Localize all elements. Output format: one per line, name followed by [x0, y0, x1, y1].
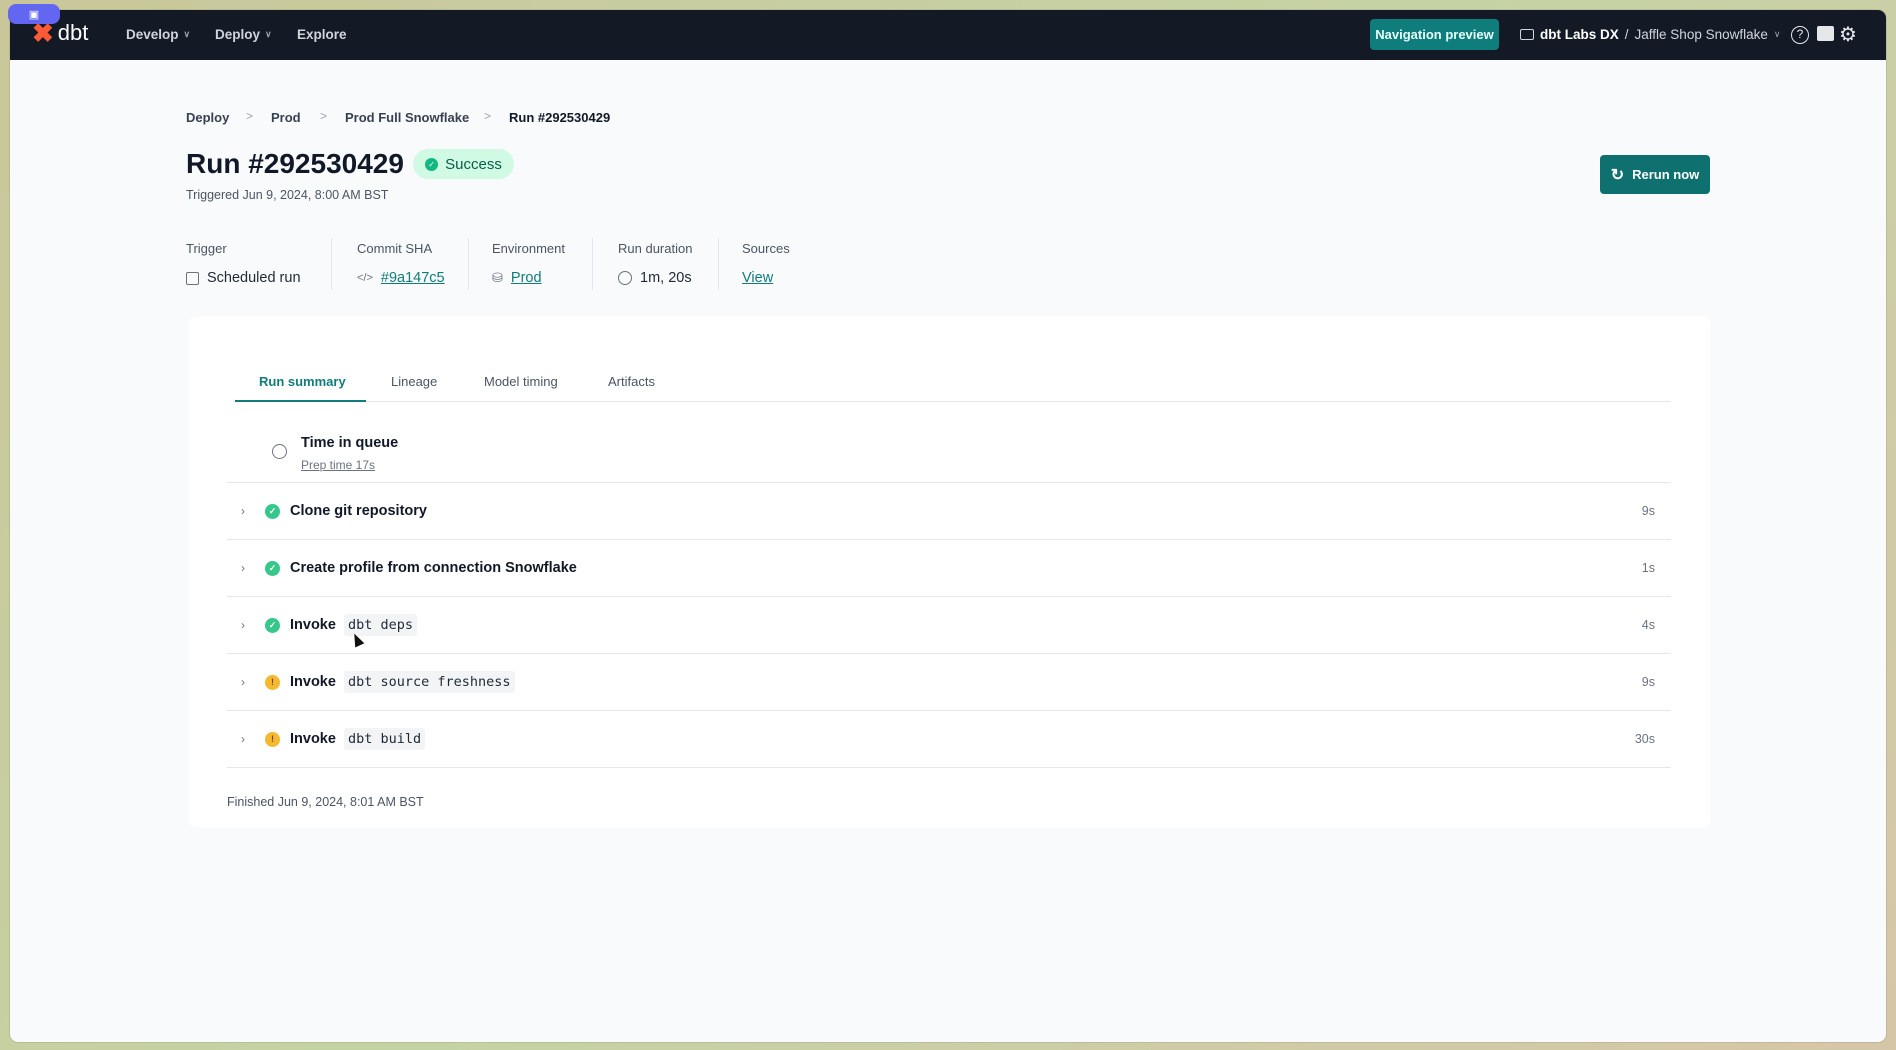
breadcrumb-job[interactable]: Prod Full Snowflake — [345, 110, 470, 125]
nav-deploy[interactable]: Deploy ∨ — [215, 27, 272, 42]
nav-explore[interactable]: Explore — [297, 27, 347, 42]
dbt-logo[interactable]: ✖ dbt — [32, 18, 89, 48]
triggered-time: Triggered Jun 9, 2024, 8:00 AM BST — [186, 188, 389, 202]
chevron-right-icon[interactable]: › — [241, 561, 245, 575]
refresh-icon: ↻ — [1610, 166, 1625, 184]
divider — [468, 238, 469, 290]
breadcrumb-separator: > — [246, 109, 254, 123]
run-summary-card: Run summary Lineage Model timing Artifac… — [189, 317, 1710, 827]
divider — [718, 238, 719, 290]
tab-lineage[interactable]: Lineage — [391, 374, 438, 389]
breadcrumb-separator: > — [484, 109, 492, 123]
tab-bar: Run summary Lineage Model timing Artifac… — [235, 369, 1671, 402]
finished-time: Finished Jun 9, 2024, 8:01 AM BST — [227, 795, 424, 809]
calendar-icon — [186, 271, 199, 285]
rerun-now-button[interactable]: ↻ Rerun now — [1600, 155, 1710, 194]
step-row[interactable]: › ! Invoke dbt build 30s — [227, 711, 1671, 768]
step-row[interactable]: › ✓ Clone git repository 9s — [227, 483, 1671, 540]
chevron-right-icon[interactable]: › — [241, 732, 245, 746]
dbt-logo-icon: ✖ — [32, 18, 54, 48]
top-nav: ✖ dbt Develop ∨ Deploy ∨ Explore Navigatio… — [10, 10, 1886, 60]
active-tab-indicator — [235, 400, 366, 402]
warning-icon: ! — [265, 731, 280, 747]
tab-run-summary[interactable]: Run summary — [259, 374, 346, 389]
success-icon: ✓ — [265, 617, 280, 633]
step-row[interactable]: › ✓ Create profile from connection Snowf… — [227, 540, 1671, 597]
chevron-right-icon[interactable]: › — [241, 675, 245, 689]
step-row[interactable]: › ! Invoke dbt source freshness 9s — [227, 654, 1671, 711]
environment-link[interactable]: Prod — [510, 270, 542, 286]
navigation-preview-button[interactable]: Navigation preview — [1370, 19, 1499, 50]
screen-share-indicator[interactable]: ▣ — [8, 4, 60, 24]
sources-view-link[interactable]: View — [742, 270, 774, 286]
breadcrumb-prod[interactable]: Prod — [271, 110, 301, 125]
breadcrumb-current: Run #292530429 — [509, 110, 611, 125]
app-window: ✖ dbt Develop ∨ Deploy ∨ Explore Navigatio… — [10, 10, 1886, 1042]
help-icon[interactable]: ? — [1791, 26, 1809, 44]
success-icon: ✓ — [265, 560, 280, 576]
time-in-queue: Time in queue Prep time 17s — [227, 421, 1671, 483]
clock-icon — [618, 271, 632, 285]
step-row[interactable]: › ✓ Invoke dbt deps 4s — [227, 597, 1671, 654]
tab-artifacts[interactable]: Artifacts — [608, 374, 655, 389]
breadcrumb-separator: > — [320, 109, 328, 123]
folder-icon — [1520, 29, 1534, 40]
chevron-right-icon[interactable]: › — [241, 504, 245, 518]
database-icon: ⛁ — [492, 270, 503, 285]
commit-sha-link[interactable]: #9a147c5 — [380, 270, 445, 286]
chevron-down-icon: ∨ — [265, 29, 272, 39]
prep-time-link[interactable]: Prep time 17s — [301, 458, 376, 472]
page-title: Run #292530429 — [186, 148, 404, 179]
nav-develop[interactable]: Develop ∨ — [126, 27, 191, 42]
clock-icon — [272, 444, 287, 459]
code-icon: </> — [357, 272, 373, 284]
feedback-icon[interactable] — [1817, 26, 1834, 41]
project-selector[interactable]: dbt Labs DX / Jaffle Shop Snowflake ∨ — [1520, 27, 1780, 42]
success-icon: ✓ — [265, 503, 280, 519]
chevron-right-icon[interactable]: › — [241, 618, 245, 632]
divider — [331, 238, 332, 290]
chevron-down-icon: ∨ — [183, 29, 191, 39]
check-circle-icon: ✓ — [425, 157, 439, 171]
status-badge: ✓ Success — [413, 149, 514, 179]
divider — [592, 238, 593, 290]
settings-gear-icon[interactable]: ⚙ — [1839, 24, 1857, 46]
warning-icon: ! — [265, 674, 280, 690]
tab-model-timing[interactable]: Model timing — [484, 374, 558, 389]
chevron-down-icon: ∨ — [1773, 29, 1781, 39]
breadcrumb-deploy[interactable]: Deploy — [186, 110, 230, 125]
